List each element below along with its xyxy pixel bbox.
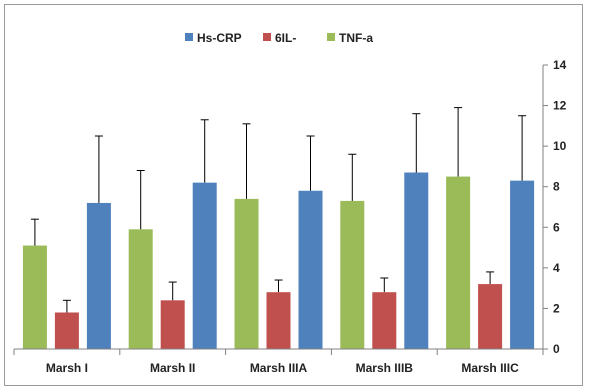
y-tick-label: 4 [553, 261, 560, 275]
legend-swatch-tnf-a [327, 33, 335, 41]
x-tick-label: Marsh IIIC [461, 361, 519, 375]
y-tick-label: 8 [553, 180, 560, 194]
bar-tnf-a-marsh-iiic [446, 176, 471, 349]
bar-6il-marsh-iiic [478, 284, 503, 349]
bar-tnf-a-marsh-iiib [340, 200, 365, 349]
bar-hs-crp-marsh-iiia [298, 190, 323, 349]
bar-hs-crp-marsh-iiic [510, 180, 535, 349]
y-tick-label: 12 [553, 99, 567, 113]
legend-label-hs-crp: Hs-CRP [197, 31, 242, 45]
y-tick-label: 10 [553, 139, 567, 153]
x-axis: Marsh I Marsh II Marsh IIIA Marsh IIIB Marsh… [13, 348, 544, 375]
bar-hs-crp-marsh-iiib [404, 172, 429, 349]
bar-hs-crp-marsh-ii [192, 182, 217, 349]
error-bars [30, 107, 527, 313]
y-tick-label: 2 [553, 301, 560, 315]
bar-tnf-a-marsh-iiia [234, 198, 259, 349]
legend-label-6il: 6IL- [275, 31, 296, 45]
bar-hs-crp-marsh-i [86, 202, 111, 349]
bar-tnf-a-marsh-i [22, 245, 47, 349]
x-tick-label: Marsh II [150, 361, 195, 375]
x-tick-label: Marsh I [46, 361, 88, 375]
bar-tnf-a-marsh-ii [128, 229, 153, 349]
x-tick-label: Marsh IIIB [356, 361, 414, 375]
y-tick-label: 6 [553, 220, 560, 234]
bar-6il-marsh-ii [160, 300, 185, 349]
legend: Hs-CRP 6IL- TNF-a [185, 31, 373, 45]
chart-frame: Hs-CRP 6IL- TNF-a 0 2 4 6 8 10 12 14 Marsh I Marsh… [4, 4, 583, 386]
bar-6il-marsh-i [54, 312, 79, 349]
legend-swatch-6il [263, 33, 271, 41]
legend-label-tnf-a: TNF-a [339, 31, 373, 45]
bar-6il-marsh-iiia [266, 292, 291, 349]
bar-6il-marsh-iiib [372, 292, 397, 349]
legend-swatch-hs-crp [185, 33, 193, 41]
y-tick-label: 0 [553, 342, 560, 356]
bars [22, 172, 535, 349]
y-axis: 0 2 4 6 8 10 12 14 [542, 58, 567, 356]
y-tick-label: 14 [553, 58, 567, 72]
x-tick-label: Marsh IIIA [250, 361, 308, 375]
